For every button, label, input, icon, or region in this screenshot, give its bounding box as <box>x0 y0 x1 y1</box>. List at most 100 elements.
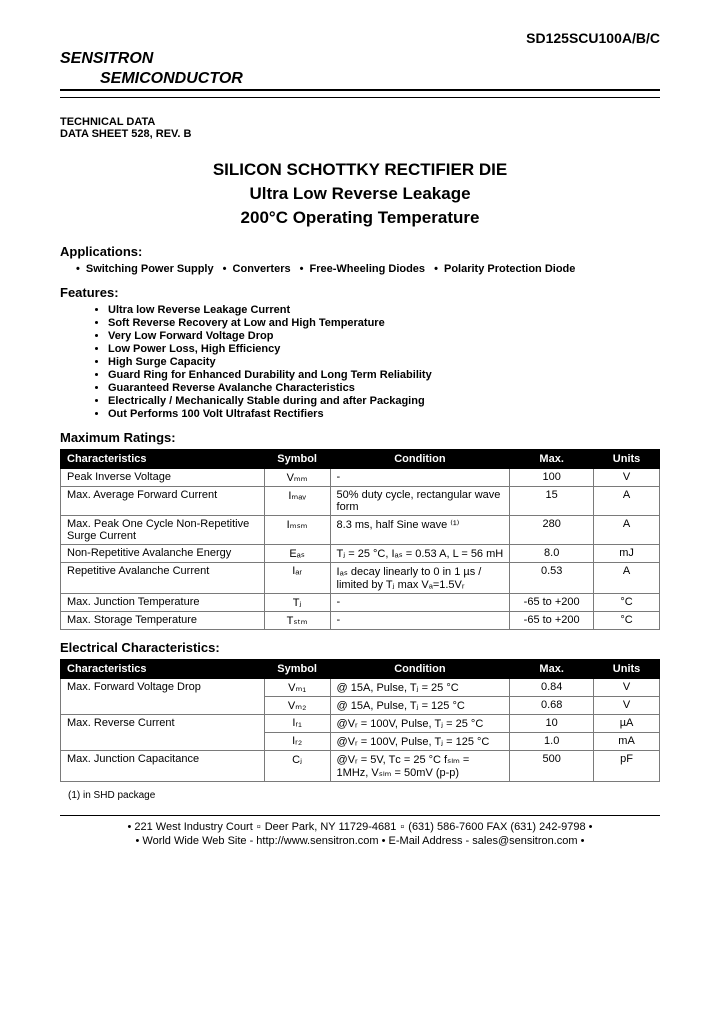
feature-item: Very Low Forward Voltage Drop <box>108 330 660 342</box>
table-header: Characteristics <box>61 449 265 468</box>
divider-bottom <box>60 815 660 816</box>
table-header: Max. <box>510 659 594 678</box>
company-name-line1: SENSITRON <box>60 50 660 68</box>
title-line2: Ultra Low Reverse Leakage <box>60 182 660 206</box>
table-cell: Iₐᵣ <box>264 562 330 593</box>
application-item: Free-Wheeling Diodes <box>310 263 426 275</box>
footer-part: 221 West Industry Court <box>134 821 252 833</box>
footer-line2: • World Wide Web Site - http://www.sensi… <box>60 834 660 848</box>
separator-icon: ▫ <box>396 821 408 833</box>
table-header: Units <box>594 449 660 468</box>
application-item: Converters <box>233 263 291 275</box>
max-ratings-table: CharacteristicsSymbolConditionMax.Units … <box>60 449 660 630</box>
elec-char-thead: CharacteristicsSymbolConditionMax.Units <box>61 659 660 678</box>
table-row: Repetitive Avalanche CurrentIₐᵣIₐₛ decay… <box>61 562 660 593</box>
table-cell: Vₘ₂ <box>264 696 330 714</box>
table-cell: °C <box>594 593 660 611</box>
table-cell: Iᵣ₁ <box>264 714 330 732</box>
table-cell: Max. Junction Temperature <box>61 593 265 611</box>
table-cell: 8.0 <box>510 544 594 562</box>
elec-char-tbody: Max. Forward Voltage DropVₘ₁@ 15A, Pulse… <box>61 678 660 781</box>
table-cell: µA <box>594 714 660 732</box>
table-cell: @ 15A, Pulse, Tⱼ = 25 °C <box>330 678 510 696</box>
table-cell: 15 <box>510 486 594 515</box>
table-cell: Max. Average Forward Current <box>61 486 265 515</box>
table-cell: 500 <box>510 750 594 781</box>
tech-data-line1: TECHNICAL DATA <box>60 116 660 128</box>
max-ratings-heading: Maximum Ratings: <box>60 430 660 445</box>
feature-item: Out Performs 100 Volt Ultrafast Rectifie… <box>108 408 660 420</box>
table-cell: V <box>594 468 660 486</box>
table-cell: Max. Reverse Current <box>61 714 265 750</box>
table-cell: A <box>594 562 660 593</box>
table-header: Condition <box>330 659 510 678</box>
title-block: SILICON SCHOTTKY RECTIFIER DIE Ultra Low… <box>60 158 660 229</box>
table-row: Max. Reverse CurrentIᵣ₁@Vᵣ = 100V, Pulse… <box>61 714 660 732</box>
footer-line1: • 221 West Industry Court▫Deer Park, NY … <box>60 820 660 834</box>
table-header: Symbol <box>264 659 330 678</box>
table-cell: Iₐₛ decay linearly to 0 in 1 µs / limite… <box>330 562 510 593</box>
footer-part: Deer Park, NY 11729-4681 <box>265 821 397 833</box>
elec-char-table: CharacteristicsSymbolConditionMax.Units … <box>60 659 660 782</box>
divider-top <box>60 89 660 91</box>
tech-data-line2: DATA SHEET 528, REV. B <box>60 128 660 140</box>
table-cell: @Vᵣ = 5V, Tᴄ = 25 °C fₛₗₘ = 1MHz, Vₛₗₘ =… <box>330 750 510 781</box>
ratings-footnote: (1) in SHD package <box>68 790 660 801</box>
bullet-icon: • <box>217 263 233 275</box>
table-cell: Iᵣ₂ <box>264 732 330 750</box>
bullet-icon: • <box>70 263 86 275</box>
table-cell: Vₘₘ <box>264 468 330 486</box>
table-cell: V <box>594 678 660 696</box>
table-cell: - <box>330 468 510 486</box>
table-cell: 1.0 <box>510 732 594 750</box>
table-cell: °C <box>594 611 660 629</box>
table-cell: @Vᵣ = 100V, Pulse, Tⱼ = 25 °C <box>330 714 510 732</box>
table-header: Units <box>594 659 660 678</box>
divider-top-thin <box>60 97 660 98</box>
bullet-icon: • <box>294 263 310 275</box>
table-cell: V <box>594 696 660 714</box>
table-cell: Peak Inverse Voltage <box>61 468 265 486</box>
part-number: SD125SCU100A/B/C <box>60 30 660 46</box>
table-row: Non-Repetitive Avalanche EnergyEₐₛTⱼ = 2… <box>61 544 660 562</box>
table-cell: - <box>330 593 510 611</box>
table-cell: Cⱼ <box>264 750 330 781</box>
table-cell: 0.53 <box>510 562 594 593</box>
table-cell: 0.68 <box>510 696 594 714</box>
applications-list: •Switching Power Supply •Converters •Fre… <box>70 263 660 275</box>
feature-item: Guaranteed Reverse Avalanche Characteris… <box>108 382 660 394</box>
footer-part: (631) 586-7600 FAX (631) 242-9798 <box>408 821 585 833</box>
feature-item: Soft Reverse Recovery at Low and High Te… <box>108 317 660 329</box>
table-cell: Max. Storage Temperature <box>61 611 265 629</box>
table-cell: Max. Forward Voltage Drop <box>61 678 265 714</box>
bullet-icon: • <box>428 263 444 275</box>
table-cell: pF <box>594 750 660 781</box>
table-header: Condition <box>330 449 510 468</box>
footer: • 221 West Industry Court▫Deer Park, NY … <box>60 820 660 849</box>
table-cell: Tⱼ <box>264 593 330 611</box>
max-ratings-tbody: Peak Inverse VoltageVₘₘ-100VMax. Average… <box>61 468 660 629</box>
feature-item: Ultra low Reverse Leakage Current <box>108 304 660 316</box>
elec-char-heading: Electrical Characteristics: <box>60 640 660 655</box>
table-cell: 100 <box>510 468 594 486</box>
table-cell: Max. Junction Capacitance <box>61 750 265 781</box>
table-cell: @Vᵣ = 100V, Pulse, Tⱼ = 125 °C <box>330 732 510 750</box>
table-cell: Tⱼ = 25 °C, Iₐₛ = 0.53 A, L = 56 mH <box>330 544 510 562</box>
table-row: Max. Junction TemperatureTⱼ--65 to +200°… <box>61 593 660 611</box>
table-row: Max. Storage TemperatureTₛₜₘ--65 to +200… <box>61 611 660 629</box>
table-cell: Repetitive Avalanche Current <box>61 562 265 593</box>
table-cell: Eₐₛ <box>264 544 330 562</box>
feature-item: Low Power Loss, High Efficiency <box>108 343 660 355</box>
features-list: Ultra low Reverse Leakage CurrentSoft Re… <box>90 304 660 420</box>
table-cell: 280 <box>510 515 594 544</box>
table-cell: mJ <box>594 544 660 562</box>
table-cell: A <box>594 486 660 515</box>
table-cell: Tₛₜₘ <box>264 611 330 629</box>
table-cell: Iₘₐᵥ <box>264 486 330 515</box>
table-cell: 0.84 <box>510 678 594 696</box>
table-header: Symbol <box>264 449 330 468</box>
company-name-line2: SEMICONDUCTOR <box>60 70 660 88</box>
table-cell: - <box>330 611 510 629</box>
table-cell: Vₘ₁ <box>264 678 330 696</box>
separator-icon: ▫ <box>253 821 265 833</box>
